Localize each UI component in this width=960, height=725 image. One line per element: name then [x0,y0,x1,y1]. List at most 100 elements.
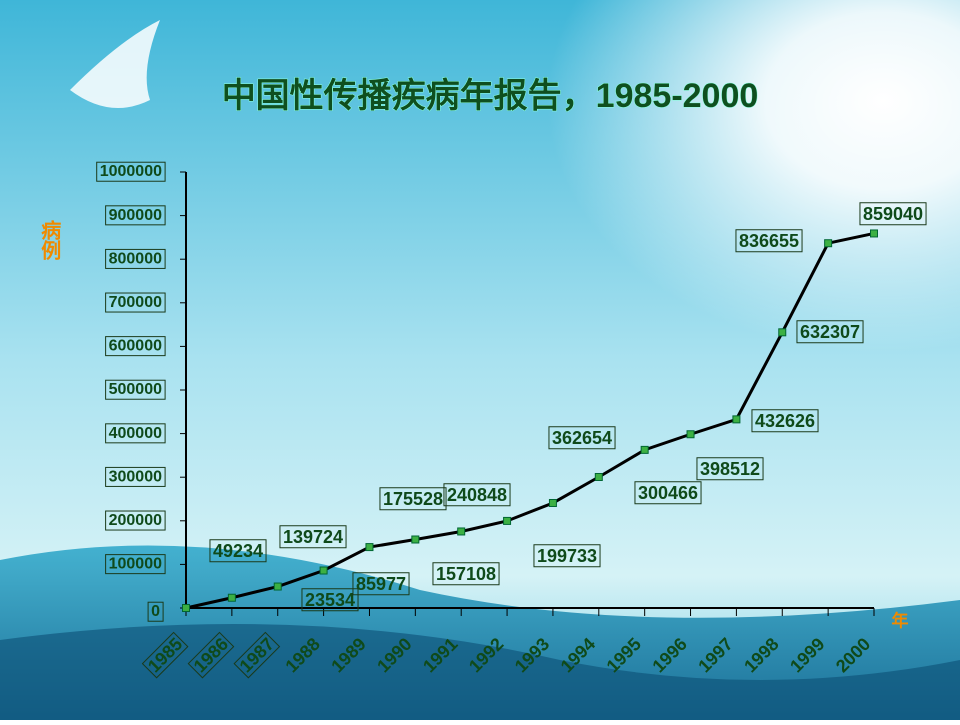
data-point [548,498,557,507]
y-tick-group: 300000 [105,466,166,487]
dove [70,20,160,108]
y-tick-group: 600000 [105,336,166,357]
data-label-group: 240848 [443,483,511,507]
label-box [209,539,267,563]
data-label: 836655 [739,231,799,251]
y-tick-group: 900000 [105,205,166,226]
data-label: 398512 [700,459,760,479]
label-box [432,562,500,586]
y-tick-group: 1000000 [96,161,166,182]
data-point [365,543,374,552]
label-box [105,292,166,313]
data-point [227,593,236,602]
data-label: 23534 [305,590,355,610]
y-tick-label: 400000 [109,425,162,442]
label-box [105,336,166,357]
label-box [696,457,764,481]
y-axis-label: 病例 [38,219,61,261]
sea-dark [0,624,960,720]
data-point [686,430,695,439]
data-label-group: 859040 [859,202,927,226]
data-label-group: 199733 [533,544,601,568]
y-tick-label: 100000 [109,556,162,573]
data-label-group: 632307 [796,320,864,344]
data-label: 300466 [638,483,698,503]
data-label-group: 175528 [379,487,447,511]
y-tick-label: 300000 [109,468,162,485]
data-point [319,566,328,575]
label-box [279,525,347,549]
y-tick-group: 500000 [105,379,166,400]
label-box [105,510,166,531]
data-label-group: 23534 [301,588,359,612]
label-box [634,481,702,505]
label-box [147,601,164,622]
data-point [411,535,420,544]
data-label: 139724 [283,527,343,547]
data-label: 85977 [356,574,406,594]
label-box [96,161,166,182]
x-axis-label: 年 [892,610,909,630]
data-point [594,472,603,481]
data-label: 175528 [383,489,443,509]
data-label-group: 157108 [432,562,500,586]
data-point [273,582,282,591]
label-box [443,483,511,507]
y-tick-group: 200000 [105,510,166,531]
label-box [105,248,166,269]
data-label: 632307 [800,322,860,342]
data-point [640,445,649,454]
y-tick-label: 800000 [109,250,162,267]
label-box [105,554,166,575]
label-box [548,426,616,450]
label-box [233,631,281,679]
y-tick-group: 100000 [105,554,166,575]
data-label-group: 398512 [696,457,764,481]
data-label-group: 432626 [751,409,819,433]
chart-title: 中国性传播疾病年报告，1985-2000 [222,77,759,115]
label-box [796,320,864,344]
label-box [751,409,819,433]
y-tick-group: 800000 [105,248,166,269]
y-tick-group: 0 [147,601,164,622]
label-box [533,544,601,568]
data-label-group: 85977 [352,572,410,596]
label-box [105,379,166,400]
label-box [105,466,166,487]
data-label-group: 300466 [634,481,702,505]
y-tick-group: 700000 [105,292,166,313]
data-point [503,516,512,525]
data-point [870,229,878,238]
label-box [301,588,359,612]
y-tick-label: 200000 [109,512,162,529]
data-label: 199733 [537,546,597,566]
label-box [735,229,803,253]
data-label: 157108 [436,564,496,584]
data-point [778,328,787,337]
y-tick-label: 700000 [109,294,162,311]
data-point [732,415,741,424]
label-box [352,572,410,596]
label-box [187,631,235,679]
label-box [379,487,447,511]
y-tick-label: 900000 [109,207,162,224]
label-box [105,205,166,226]
y-tick-label: 600000 [109,338,162,355]
data-line [185,231,875,610]
y-tick-label: 0 [151,603,160,620]
label-box [105,423,166,444]
data-point [457,527,466,536]
y-tick-group: 400000 [105,423,166,444]
data-label-group: 836655 [735,229,803,253]
label-box [141,631,189,679]
y-tick-label: 500000 [109,381,162,398]
data-label: 362654 [552,428,612,448]
label-box [859,202,927,226]
data-label-group: 49234 [209,539,267,563]
data-label: 240848 [447,485,507,505]
data-label: 432626 [755,411,815,431]
data-label: 49234 [213,541,263,561]
data-point [182,604,190,612]
y-tick-label: 1000000 [100,163,162,180]
